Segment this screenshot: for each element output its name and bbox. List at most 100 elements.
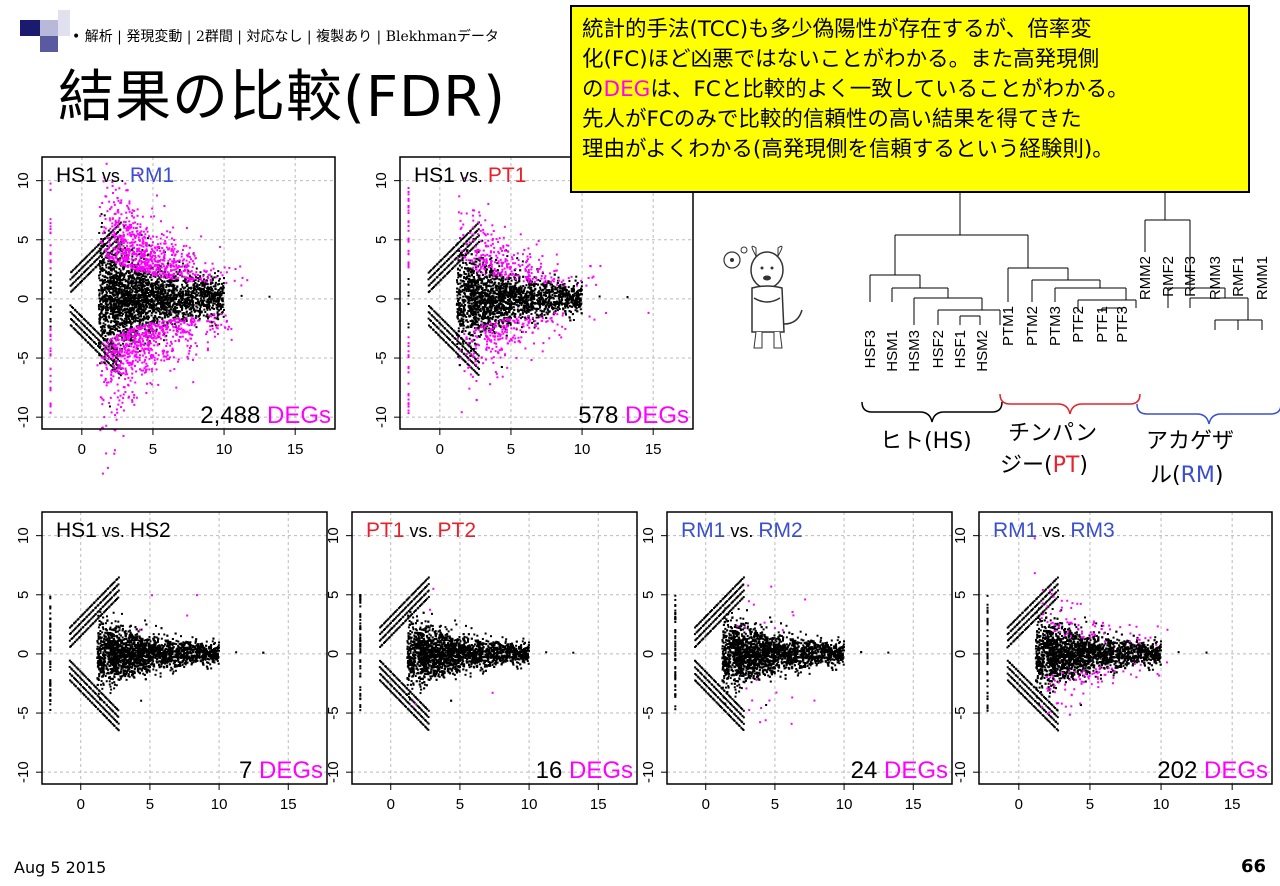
- x-tick-label: 5: [149, 441, 157, 458]
- ma-plot-rm1-rm3: 0 5 10 15 10 5 0 -5 -10 RM1 vs. RM3 202 DEGs: [937, 505, 1277, 813]
- dendrogram-leaf-label: PTF3: [1114, 306, 1131, 343]
- dendrogram-leaf-label: HSM3: [906, 330, 923, 372]
- x-tick-label: 0: [387, 796, 395, 813]
- x-tick-label: 0: [436, 441, 444, 458]
- callout-line: 化(FC)ほど凶悪ではないことがわかる。また高発現側: [582, 45, 1238, 75]
- y-tick-label: 10: [325, 527, 342, 544]
- y-tick-label: -5: [640, 706, 657, 719]
- dendrogram-leaf-label: PTM2: [1024, 306, 1041, 346]
- footer-date: Aug 5 2015: [14, 858, 106, 877]
- y-tick-label: -10: [373, 406, 390, 428]
- comparison-label: RM1 vs. RM3: [993, 519, 1115, 542]
- callout-box: 統計的手法(TCC)も多少偽陽性が存在するが、倍率変 化(FC)ほど凶悪ではない…: [570, 5, 1250, 193]
- y-tick-label: -5: [15, 351, 32, 364]
- y-tick-label: 10: [15, 527, 32, 544]
- comparison-label: HS1 vs. RM1: [56, 164, 174, 187]
- y-tick-label: 0: [952, 650, 969, 658]
- y-tick-label: -10: [640, 761, 657, 783]
- comparison-label: PT1 vs. PT2: [366, 519, 476, 542]
- y-tick-label: -10: [952, 761, 969, 783]
- x-tick-label: 15: [280, 796, 297, 813]
- dendrogram-leaf-label: RMM1: [1254, 256, 1271, 300]
- y-tick-label: -10: [15, 761, 32, 783]
- x-tick-label: 15: [645, 441, 662, 458]
- comparison-label: HS1 vs. HS2: [56, 519, 171, 542]
- y-tick-label: 0: [15, 650, 32, 658]
- y-tick-label: 10: [952, 527, 969, 544]
- ma-plot-rm1-rm2: 0 5 10 15 10 5 0 -5 -10 RM1 vs. RM2 24 DEGs: [625, 505, 955, 813]
- y-tick-label: -5: [952, 706, 969, 719]
- dendrogram-leaf-label: RMF2: [1160, 256, 1177, 297]
- deg-count-label: 578 DEGs: [578, 402, 689, 429]
- y-tick-label: 5: [15, 236, 32, 244]
- deg-highlight: DEG: [604, 77, 651, 102]
- callout-line: のDEGは、FCと比較的よく一致していることがわかる。: [582, 75, 1238, 105]
- x-tick-label: 0: [78, 441, 86, 458]
- dendrogram-leaf-label: RMF1: [1230, 256, 1247, 297]
- comparison-label: HS1 vs. PT1: [414, 164, 526, 187]
- deg-count-label: 24 DEGs: [851, 757, 948, 784]
- callout-line: 先人がFCのみで比較的信頼性の高い結果を得てきた: [582, 105, 1238, 135]
- x-tick-label: 0: [77, 796, 85, 813]
- callout-line: 理由がよくわかる(高発現側を信頼するという経験則)。: [582, 135, 1238, 165]
- callout-line: 統計的手法(TCC)も多少偽陽性が存在するが、倍率変: [582, 15, 1238, 45]
- dendrogram-leaf-label: HSM2: [974, 330, 991, 372]
- x-tick-label: 5: [1086, 796, 1094, 813]
- dendrogram-leaf-label: PTM3: [1047, 306, 1064, 346]
- dendrogram-leaf-label: HSM1: [884, 330, 901, 372]
- x-tick-label: 5: [507, 441, 515, 458]
- dendrogram-leaf-label: PTF2: [1070, 306, 1087, 343]
- x-tick-label: 10: [216, 441, 233, 458]
- dendrogram-leaf-label: RMF3: [1182, 256, 1199, 297]
- ma-plot-hs1-rm1: 0 5 10 15 10 5 0 -5 -10 HS1 vs. RM1 2,488 DEGs: [0, 150, 340, 475]
- x-tick-label: 10: [1153, 796, 1170, 813]
- dendrogram-leaf-label: RMM3: [1207, 256, 1224, 300]
- y-tick-label: 5: [640, 591, 657, 599]
- x-tick-label: 15: [287, 441, 304, 458]
- deg-count-label: 7 DEGs: [239, 757, 323, 784]
- y-tick-label: -5: [15, 706, 32, 719]
- x-tick-label: 0: [702, 796, 710, 813]
- x-tick-label: 15: [1224, 796, 1241, 813]
- y-tick-label: 10: [15, 172, 32, 189]
- breadcrumb: • 解析 | 発現変動 | 2群間 | 対応なし | 複製あり | Blekhm…: [72, 26, 499, 46]
- y-tick-label: 0: [640, 650, 657, 658]
- dendrogram: HSF3 HSM1 HSM3 HSF2 HSF1 HSM2 PTM1 PTM2 PTM3 PTF2…: [850, 190, 1280, 490]
- x-tick-label: 10: [836, 796, 853, 813]
- x-tick-label: 15: [905, 796, 922, 813]
- y-tick-label: 5: [15, 591, 32, 599]
- x-tick-label: 5: [146, 796, 154, 813]
- y-tick-label: 10: [373, 172, 390, 189]
- x-tick-label: 15: [590, 796, 607, 813]
- ma-plot-hs1-hs2: 0 5 10 15 10 5 0 -5 -10 HS1 vs. HS2 7 DEGs: [0, 505, 330, 813]
- dendrogram-leaf-label: RMM2: [1137, 256, 1154, 300]
- deg-count-label: 2,488 DEGs: [200, 402, 331, 429]
- y-tick-label: 0: [373, 295, 390, 303]
- page-number: 66: [1241, 856, 1266, 877]
- y-tick-label: 5: [325, 591, 342, 599]
- pt-group-label-1: チンパン: [1008, 421, 1097, 446]
- dendrogram-leaf-label: PTF1: [1094, 306, 1111, 343]
- y-tick-label: -10: [325, 761, 342, 783]
- x-tick-label: 5: [456, 796, 464, 813]
- y-tick-label: 0: [325, 650, 342, 658]
- dendrogram-leaf-label: HSF1: [952, 330, 969, 368]
- x-tick-label: 5: [771, 796, 779, 813]
- pt-group-label-2: ジー(PT): [1000, 453, 1088, 478]
- y-tick-label: 5: [952, 591, 969, 599]
- hs-group-label: ヒト(HS): [880, 429, 972, 454]
- x-tick-label: 0: [1015, 796, 1023, 813]
- ma-plot-pt1-pt2: 0 5 10 15 10 5 0 -5 -10 PT1 vs. PT2 16 DEGs: [310, 505, 640, 813]
- rm-group-label-1: アカゲザ: [1146, 429, 1234, 454]
- dendrogram-leaf-label: HSF2: [930, 330, 947, 368]
- rm-group-label-2: ル(RM): [1150, 463, 1223, 488]
- deg-count-label: 16 DEGs: [536, 757, 633, 784]
- ma-plot-hs1-pt1: 0 5 10 15 10 5 0 -5 -10 HS1 vs. PT1 578 DEGs: [358, 150, 698, 458]
- dendrogram-leaf-label: PTM1: [1000, 306, 1017, 346]
- page-title: 結果の比較(FDR): [58, 52, 506, 133]
- deg-count-label: 202 DEGs: [1157, 757, 1268, 784]
- x-tick-label: 10: [574, 441, 591, 458]
- y-tick-label: 5: [373, 236, 390, 244]
- comparison-label: RM1 vs. RM2: [681, 519, 803, 542]
- y-tick-label: 0: [15, 295, 32, 303]
